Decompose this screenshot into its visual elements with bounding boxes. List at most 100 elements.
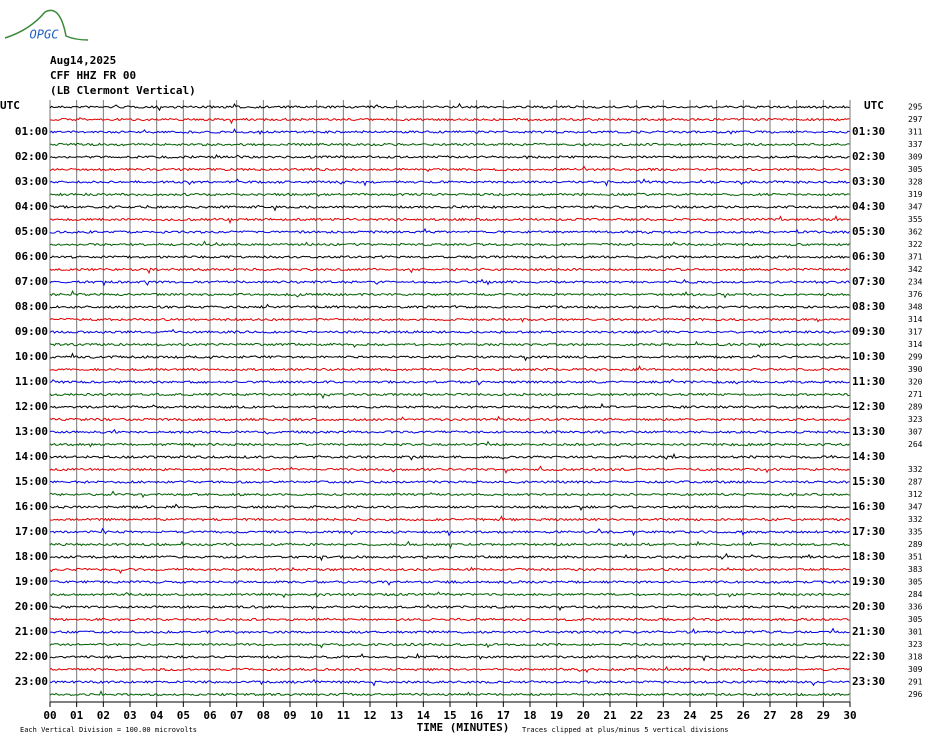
x-tick-label: 00 (43, 709, 56, 722)
left-hour-label: 08:00 (15, 300, 48, 313)
trace (49, 428, 850, 435)
left-hour-label: 01:00 (15, 125, 48, 138)
row-value: 309 (908, 665, 923, 674)
trace (49, 128, 850, 135)
left-hour-label: 18:00 (15, 550, 48, 563)
trace (49, 415, 850, 422)
left-hour-label: 16:00 (15, 500, 48, 513)
right-hour-label: 18:30 (852, 550, 885, 563)
row-value: 318 (908, 653, 923, 662)
trace (49, 678, 850, 687)
footer-note: Traces clipped at plus/minus 5 vertical … (522, 726, 729, 734)
logo-curve (4, 9, 89, 41)
trace (50, 352, 850, 362)
row-value: 309 (908, 153, 923, 162)
row-value: 337 (908, 140, 923, 149)
trace (49, 490, 850, 499)
row-value: 305 (908, 578, 923, 587)
right-hour-label: 14:30 (852, 450, 885, 463)
trace (49, 154, 850, 160)
trace (49, 616, 850, 622)
trace (49, 665, 850, 674)
x-tick-label: 24 (683, 709, 697, 722)
right-hour-label: 21:30 (852, 625, 885, 638)
x-tick-label: 15 (443, 709, 456, 722)
x-tick-label: 23 (657, 709, 670, 722)
row-value: 299 (908, 353, 923, 362)
right-hour-label: 03:30 (852, 175, 885, 188)
x-tick-label: 09 (283, 709, 296, 722)
right-hour-label: 20:30 (852, 600, 885, 613)
row-value: 332 (908, 515, 923, 524)
left-hour-label: 12:00 (15, 400, 48, 413)
logo: OPGC (30, 28, 60, 42)
trace (49, 527, 850, 537)
row-value: 347 (908, 503, 923, 512)
trace (49, 340, 850, 349)
trace (49, 440, 850, 448)
row-value: 342 (908, 265, 923, 274)
trace (49, 364, 850, 372)
x-axis-label: TIME (MINUTES) (417, 721, 510, 734)
row-value: 355 (908, 215, 923, 224)
row-value: 301 (908, 628, 923, 637)
row-value: 314 (908, 340, 923, 349)
left-hour-label: 14:00 (15, 450, 48, 463)
row-value: 305 (908, 165, 923, 174)
row-value: 322 (908, 240, 923, 249)
row-value: 376 (908, 290, 923, 299)
left-hour-label: 07:00 (15, 275, 48, 288)
right-hour-label: 22:30 (852, 650, 885, 663)
row-value: 383 (908, 565, 923, 574)
header-line: (LB Clermont Vertical) (50, 84, 196, 97)
trace (49, 503, 850, 512)
right-hour-label: 23:30 (852, 675, 885, 688)
trace (49, 690, 850, 697)
x-tick-label: 02 (97, 709, 110, 722)
trace (50, 515, 850, 522)
x-tick-label: 29 (817, 709, 830, 722)
row-value: 284 (908, 590, 923, 599)
x-tick-label: 20 (577, 709, 590, 722)
header-line: CFF HHZ FR 00 (50, 69, 136, 82)
trace (49, 566, 850, 574)
x-tick-label: 17 (497, 709, 510, 722)
left-hour-label: 23:00 (15, 675, 48, 688)
row-value: 319 (908, 190, 923, 199)
row-value: 289 (908, 403, 923, 412)
left-hour-label: 17:00 (15, 525, 48, 538)
row-value: 336 (908, 603, 923, 612)
trace (49, 540, 850, 550)
x-tick-label: 12 (363, 709, 376, 722)
x-tick-label: 26 (737, 709, 751, 722)
x-tick-label: 16 (470, 709, 484, 722)
trace (49, 604, 850, 612)
trace (49, 303, 850, 309)
x-tick-label: 03 (123, 709, 136, 722)
row-value: 264 (908, 440, 923, 449)
x-tick-label: 04 (150, 709, 164, 722)
footer-note: Each Vertical Division = 100.00 microvol… (20, 726, 197, 734)
right-hour-label: 04:30 (852, 200, 885, 213)
right-hour-label: 19:30 (852, 575, 885, 588)
right-hour-label: 13:30 (852, 425, 885, 438)
left-hour-label: 22:00 (15, 650, 48, 663)
row-value: 234 (908, 278, 923, 287)
trace (49, 378, 850, 386)
trace (49, 642, 850, 649)
row-value: 351 (908, 553, 923, 562)
x-tick-label: 25 (710, 709, 723, 722)
trace (49, 267, 850, 275)
left-hour-label: 02:00 (15, 150, 48, 163)
trace (49, 117, 850, 125)
left-hour-label: 20:00 (15, 600, 48, 613)
row-value: 347 (908, 203, 923, 212)
trace (49, 591, 850, 599)
left-hour-label: 11:00 (15, 375, 48, 388)
right-hour-label: 02:30 (852, 150, 885, 163)
row-value: 305 (908, 615, 923, 624)
row-value: 297 (908, 115, 923, 124)
x-tick-label: 19 (550, 709, 563, 722)
x-tick-label: 27 (763, 709, 776, 722)
